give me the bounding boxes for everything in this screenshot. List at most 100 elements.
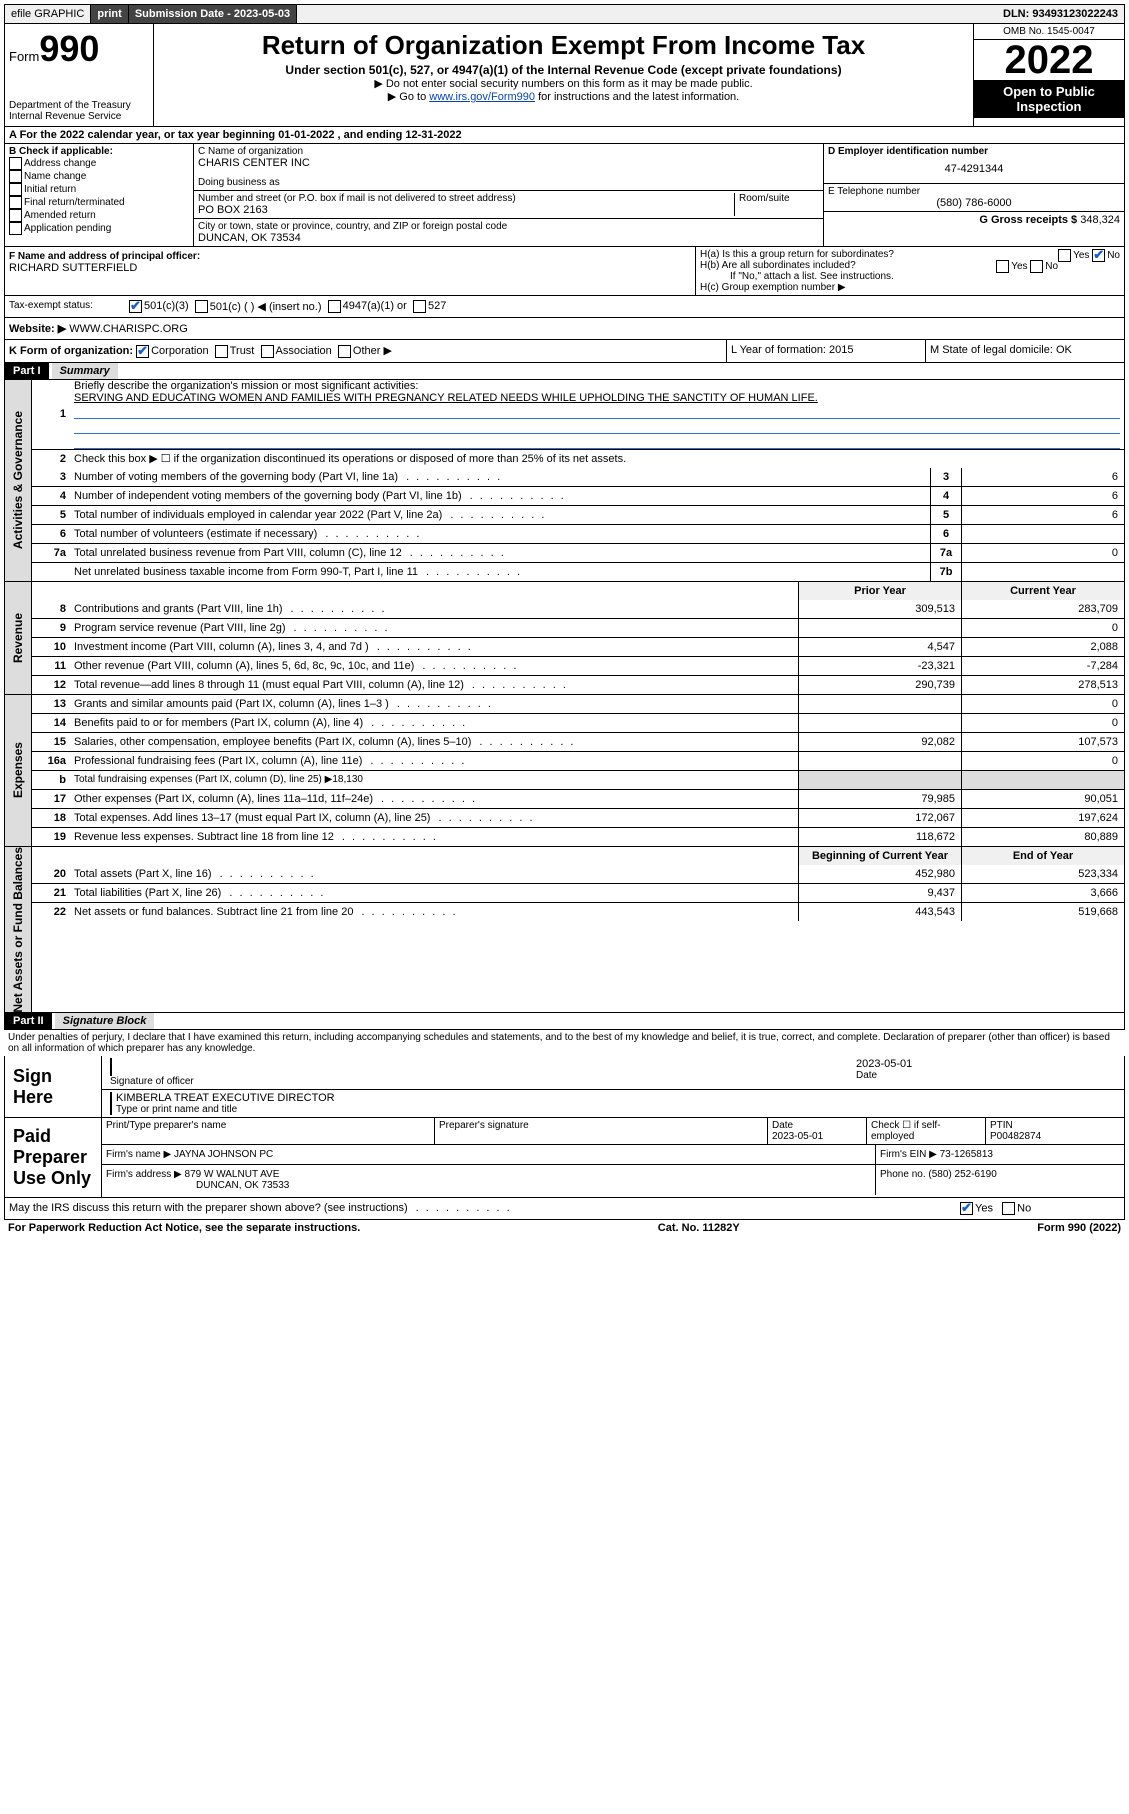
prior-val: 172,067: [798, 809, 961, 827]
prior-val: 9,437: [798, 884, 961, 902]
room-label: Room/suite: [734, 193, 819, 216]
ha-no[interactable]: [1092, 249, 1105, 262]
gross-label: G Gross receipts $: [979, 214, 1077, 226]
current-year-hdr: Current Year: [961, 582, 1124, 600]
chk-final-return[interactable]: [9, 196, 22, 209]
hb-no[interactable]: [1030, 260, 1043, 273]
form-header: Form990 Department of the Treasury Inter…: [4, 24, 1125, 127]
ha-yes[interactable]: [1058, 249, 1071, 262]
current-val: 523,334: [961, 865, 1124, 883]
mission-label: Briefly describe the organization's miss…: [74, 380, 1120, 392]
sig-name: KIMBERLA TREAT EXECUTIVE DIRECTOR: [116, 1092, 1116, 1104]
hb-yes[interactable]: [996, 260, 1009, 273]
form-subtitle: Under section 501(c), 527, or 4947(a)(1)…: [162, 63, 965, 77]
chk-other[interactable]: [338, 345, 351, 358]
current-val: 90,051: [961, 790, 1124, 808]
irs-link[interactable]: www.irs.gov/Form990: [429, 91, 535, 103]
phone-value: (580) 786-6000: [828, 197, 1120, 209]
line-desc: Revenue less expenses. Subtract line 18 …: [70, 831, 798, 843]
sig-officer-label: Signature of officer: [110, 1076, 840, 1087]
city-label: City or town, state or province, country…: [198, 221, 819, 232]
line-desc: Professional fundraising fees (Part IX, …: [70, 755, 798, 767]
part1-title: Summary: [52, 363, 118, 379]
submission-date: Submission Date - 2023-05-03: [129, 5, 297, 23]
phone-label: E Telephone number: [828, 186, 1120, 197]
gov-box: 5: [930, 506, 961, 524]
irs-label: Internal Revenue Service: [9, 111, 149, 122]
gov-val: [961, 563, 1124, 581]
chk-501c3[interactable]: [129, 300, 142, 313]
prior-val: 443,543: [798, 903, 961, 921]
prior-val: 118,672: [798, 828, 961, 846]
current-val: 0: [961, 752, 1124, 770]
gov-desc: Total unrelated business revenue from Pa…: [70, 547, 930, 559]
chk-name-change[interactable]: [9, 170, 22, 183]
gov-box: 7a: [930, 544, 961, 562]
line-desc: Investment income (Part VIII, column (A)…: [70, 641, 798, 653]
chk-initial-return[interactable]: [9, 183, 22, 196]
ein-value: 47-4291344: [828, 157, 1120, 181]
prep-date: 2023-05-01: [772, 1131, 862, 1142]
state-domicile: M State of legal domicile: OK: [925, 340, 1124, 362]
self-emp-check[interactable]: Check ☐ if self-employed: [867, 1118, 986, 1144]
tax-year: 2022: [974, 40, 1124, 80]
chk-4947[interactable]: [328, 300, 341, 313]
dba-label: Doing business as: [198, 177, 819, 188]
vtab-governance: Activities & Governance: [11, 411, 25, 549]
prior-val: -23,321: [798, 657, 961, 675]
chk-amended-return[interactable]: [9, 209, 22, 222]
ein-label: D Employer identification number: [828, 146, 1120, 157]
h-c: H(c) Group exemption number ▶: [700, 282, 1120, 293]
sign-block: Sign Here Signature of officer 2023-05-0…: [4, 1056, 1125, 1198]
h-b: H(b) Are all subordinates included? Yes …: [700, 260, 1120, 271]
chk-527[interactable]: [413, 300, 426, 313]
chk-address-change[interactable]: [9, 157, 22, 170]
open-public: Open to Public Inspection: [974, 80, 1124, 118]
paid-prep-label: Paid Preparer Use Only: [5, 1118, 102, 1197]
discuss-yes[interactable]: [960, 1202, 973, 1215]
gov-box: 7b: [930, 563, 961, 581]
sig-date-label: Date: [856, 1070, 1116, 1081]
line-desc: Other revenue (Part VIII, column (A), li…: [70, 660, 798, 672]
gross-value: 348,324: [1080, 214, 1120, 226]
vtab-netassets: Net Assets or Fund Balances: [11, 847, 25, 1013]
gov-box: 6: [930, 525, 961, 543]
line-desc: Contributions and grants (Part VIII, lin…: [70, 603, 798, 615]
current-val: 3,666: [961, 884, 1124, 902]
discuss-no[interactable]: [1002, 1202, 1015, 1215]
h-a: H(a) Is this a group return for subordin…: [700, 249, 1120, 260]
officer-label: F Name and address of principal officer:: [9, 251, 691, 262]
prior-val: 290,739: [798, 676, 961, 694]
website-value: WWW.CHARISPC.ORG: [69, 323, 188, 335]
officer-name: RICHARD SUTTERFIELD: [9, 262, 691, 274]
chk-corp[interactable]: [136, 345, 149, 358]
line-desc: Other expenses (Part IX, column (A), lin…: [70, 793, 798, 805]
firm-ein: 73-1265813: [940, 1149, 993, 1160]
current-val: -7,284: [961, 657, 1124, 675]
prior-val: [798, 752, 961, 770]
prior-val: 452,980: [798, 865, 961, 883]
city-value: DUNCAN, OK 73534: [198, 232, 819, 244]
current-val: 0: [961, 695, 1124, 713]
chk-application-pending[interactable]: [9, 222, 22, 235]
governance-section: Activities & Governance 1 Briefly descri…: [4, 380, 1125, 582]
sig-date: 2023-05-01: [856, 1058, 1116, 1070]
addr-label: Number and street (or P.O. box if mail i…: [198, 193, 734, 204]
line-desc: Total expenses. Add lines 13–17 (must eq…: [70, 812, 798, 824]
line-desc: Grants and similar amounts paid (Part IX…: [70, 698, 798, 710]
line-desc: Benefits paid to or for members (Part IX…: [70, 717, 798, 729]
ptin-value: P00482874: [990, 1131, 1120, 1142]
dln: DLN: 93493123022243: [997, 5, 1124, 23]
part2-title: Signature Block: [55, 1013, 155, 1029]
line-desc: Total revenue—add lines 8 through 11 (mu…: [70, 679, 798, 691]
current-val: 283,709: [961, 600, 1124, 618]
chk-trust[interactable]: [215, 345, 228, 358]
chk-501c[interactable]: [195, 300, 208, 313]
firm-name: JAYNA JOHNSON PC: [174, 1149, 273, 1160]
firm-addr2: DUNCAN, OK 73533: [106, 1180, 871, 1191]
gov-desc: Total number of individuals employed in …: [70, 509, 930, 521]
ssn-note: ▶ Do not enter social security numbers o…: [162, 77, 965, 90]
chk-assoc[interactable]: [261, 345, 274, 358]
print-button[interactable]: print: [91, 5, 128, 23]
part2-hdr: Part II: [5, 1013, 52, 1029]
